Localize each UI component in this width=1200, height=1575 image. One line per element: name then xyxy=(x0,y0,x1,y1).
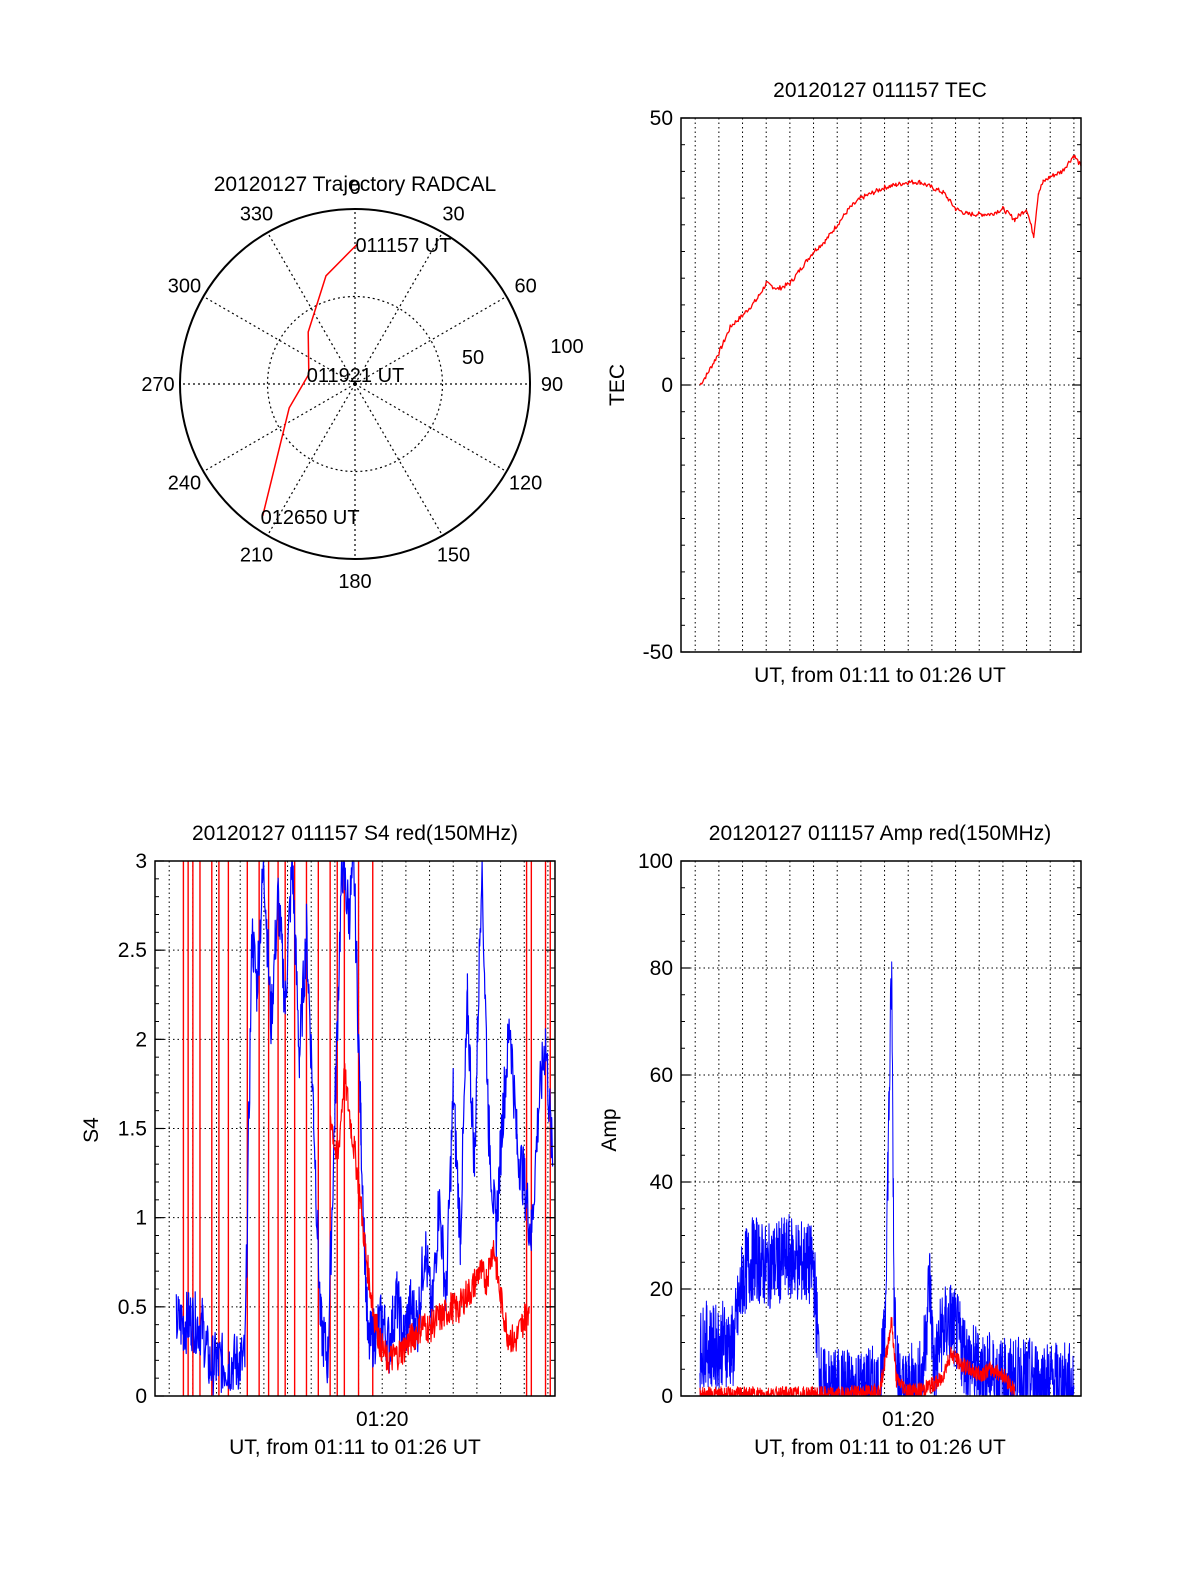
tec-y-tick-label: -50 xyxy=(643,641,673,664)
s4-y-tick-label: 0 xyxy=(135,1385,147,1408)
s4-y-tick-label: 2.5 xyxy=(118,939,147,962)
polar-spoke xyxy=(354,383,507,473)
s4-x-axis-label: UT, from 01:11 to 01:26 UT xyxy=(229,1436,481,1459)
tec-x-axis-label: UT, from 01:11 to 01:26 UT xyxy=(754,664,1006,687)
amp-plot-frame xyxy=(680,860,1082,1397)
angle-label: 0 xyxy=(349,177,360,199)
trajectory-time-annotation: 012650 UT xyxy=(261,507,360,529)
trajectory-time-annotation: 011921 UT xyxy=(307,365,404,387)
s4-title: 20120127 011157 S4 red(150MHz) xyxy=(192,822,518,845)
tec-title: 20120127 011157 TEC xyxy=(773,79,987,102)
angle-label: 330 xyxy=(240,203,273,225)
s4-y-tick-label: 3 xyxy=(135,850,147,873)
polar-spoke xyxy=(354,232,444,385)
tec-y-axis-label: TEC xyxy=(606,364,629,406)
radius-label: 50 xyxy=(462,347,484,369)
tec-y-tick-label: 0 xyxy=(661,374,673,397)
angle-label: 180 xyxy=(338,571,371,593)
tec-y-tick-label: 50 xyxy=(650,107,673,130)
amp-y-tick-label: 80 xyxy=(650,957,673,980)
polar-spoke xyxy=(203,383,356,473)
amp-title: 20120127 011157 Amp red(150MHz) xyxy=(709,822,1051,845)
s4-x-tick-label: 01:20 xyxy=(356,1408,409,1431)
s4-chart: 20120127 011157 S4 red(150MHz) 0 0.5 1 1.5 2… xyxy=(80,822,556,1459)
angle-label: 270 xyxy=(141,374,174,396)
polar-grid-circle-50 xyxy=(266,295,444,473)
angle-label: 150 xyxy=(437,545,470,567)
amp-y-tick-label: 40 xyxy=(650,1171,673,1194)
s4-y-tick-label: 0.5 xyxy=(118,1296,147,1319)
polar-outer-ring xyxy=(179,208,531,560)
s4-y-tick-label: 1.5 xyxy=(118,1118,147,1141)
amp-y-tick-label: 20 xyxy=(650,1278,673,1301)
tec-series-line xyxy=(699,154,1082,386)
angle-label: 120 xyxy=(509,473,542,495)
angle-label: 60 xyxy=(514,276,536,298)
polar-spoke xyxy=(266,232,356,385)
s4-blue-series-line xyxy=(175,860,554,1396)
s4-y-tick-label: 1 xyxy=(135,1207,147,1230)
s4-y-axis-label: S4 xyxy=(80,1117,103,1143)
amp-blue-series-line xyxy=(699,961,1075,1397)
polar-spoke xyxy=(354,295,507,385)
amp-x-axis-label: UT, from 01:11 to 01:26 UT xyxy=(754,1436,1006,1459)
angle-label: 300 xyxy=(168,276,201,298)
polar-spoke xyxy=(354,383,444,536)
amp-y-tick-label: 60 xyxy=(650,1064,673,1087)
polar-spoke xyxy=(203,295,356,385)
trajectory-line xyxy=(261,243,358,517)
trajectory-polar-plot: 20120127 Trajectory RADCAL 0 30 60 90 120 150… xyxy=(141,173,583,593)
s4-y-tick-label: 2 xyxy=(135,1028,147,1051)
amp-red-series-line xyxy=(699,1316,1016,1397)
s4-red-series-line xyxy=(329,1063,530,1374)
amp-y-axis-label: Amp xyxy=(598,1108,621,1151)
angle-label: 30 xyxy=(442,203,464,225)
amp-chart: 20120127 011157 Amp red(150MHz) 0 20 40 60 8… xyxy=(598,822,1082,1459)
polar-spoke xyxy=(266,383,356,536)
amp-y-tick-label: 100 xyxy=(638,850,673,873)
tec-chart: 20120127 011157 TEC -50 0 50 UT, from 01:1… xyxy=(606,79,1082,687)
radius-label: 100 xyxy=(550,336,583,358)
amp-y-tick-label: 0 xyxy=(661,1385,673,1408)
trajectory-title: 20120127 Trajectory RADCAL xyxy=(214,173,497,196)
trajectory-time-annotation: 011157 UT xyxy=(355,235,451,257)
angle-label: 240 xyxy=(168,473,201,495)
amp-x-tick-label: 01:20 xyxy=(882,1408,935,1431)
angle-label: 90 xyxy=(541,374,563,396)
angle-label: 210 xyxy=(240,545,273,567)
